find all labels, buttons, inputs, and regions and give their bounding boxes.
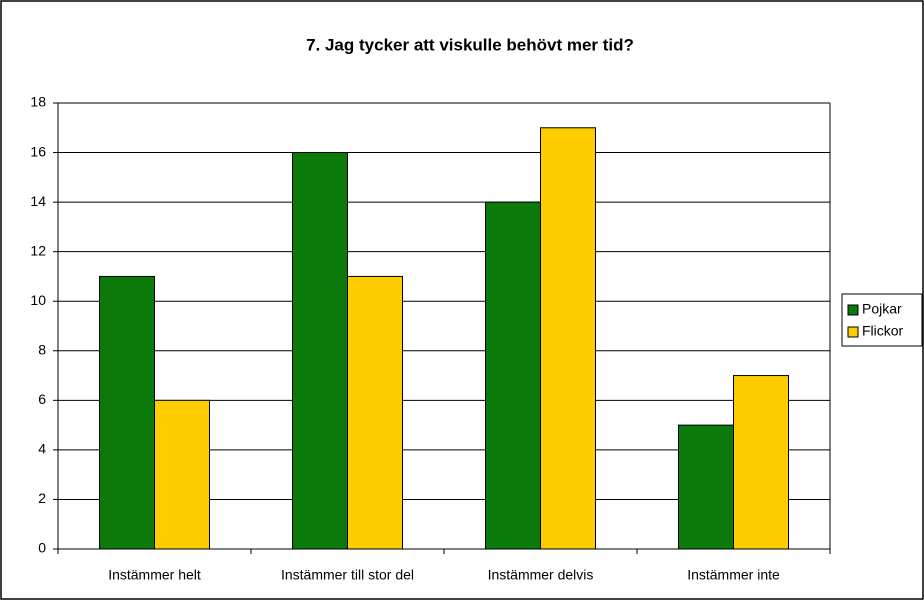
y-tick-label: 10 <box>30 292 46 308</box>
legend-label: Flickor <box>862 323 904 339</box>
y-tick-label: 8 <box>38 341 46 357</box>
bar <box>99 275 155 550</box>
y-tick-label: 2 <box>38 490 46 506</box>
bar <box>733 375 789 550</box>
y-tick-label: 0 <box>38 540 46 556</box>
chart-title: 7. Jag tycker att viskulle behövt mer ti… <box>306 35 634 54</box>
legend-label: Pojkar <box>862 301 902 317</box>
bar <box>292 152 348 550</box>
bar <box>347 275 403 550</box>
x-tick-label: Instämmer helt <box>108 567 201 583</box>
bar <box>485 201 541 550</box>
bar <box>154 399 210 550</box>
bar <box>678 424 734 550</box>
legend-swatch <box>847 326 859 338</box>
bar <box>540 127 596 550</box>
y-tick-label: 4 <box>38 441 46 457</box>
legend-swatch <box>847 304 859 316</box>
x-tick-label: Instämmer till stor del <box>281 567 414 583</box>
y-tick-label: 16 <box>30 143 46 159</box>
y-tick-label: 18 <box>30 94 46 110</box>
y-tick-label: 6 <box>38 391 46 407</box>
x-tick-label: Instämmer delvis <box>488 567 594 583</box>
x-tick-label: Instämmer inte <box>687 567 780 583</box>
y-tick-label: 12 <box>30 242 46 258</box>
y-tick-label: 14 <box>30 193 46 209</box>
